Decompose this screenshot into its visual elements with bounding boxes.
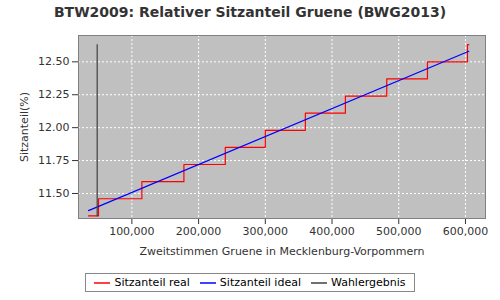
svg-text:600,000: 600,000	[443, 225, 489, 238]
svg-text:500,000: 500,000	[376, 225, 422, 238]
svg-text:Sitzanteil(%): Sitzanteil(%)	[18, 92, 31, 162]
svg-text:300,000: 300,000	[243, 225, 289, 238]
svg-text:11.50: 11.50	[38, 187, 70, 200]
html-text:Sitzanteil ideal: Sitzanteil ideal	[219, 276, 301, 289]
svg-text:400,000: 400,000	[309, 225, 355, 238]
svg-text:12.25: 12.25	[38, 88, 70, 101]
svg-text:200,000: 200,000	[176, 225, 222, 238]
svg-text:11.75: 11.75	[38, 154, 70, 167]
svg-text:Zweitstimmen Gruene in Mecklen: Zweitstimmen Gruene in Mecklenburg-Vorpo…	[139, 245, 424, 258]
svg-text:100,000: 100,000	[109, 225, 155, 238]
html-text:BTW2009: Relativer Sitzanteil: BTW2009: Relativer Sitzanteil Gruene (BW…	[53, 4, 446, 20]
html-text:Sitzanteil real: Sitzanteil real	[114, 276, 190, 289]
svg-text:12.50: 12.50	[38, 55, 70, 68]
svg-text:12.00: 12.00	[38, 121, 70, 134]
html-text:Wahlergebnis: Wahlergebnis	[331, 276, 406, 289]
